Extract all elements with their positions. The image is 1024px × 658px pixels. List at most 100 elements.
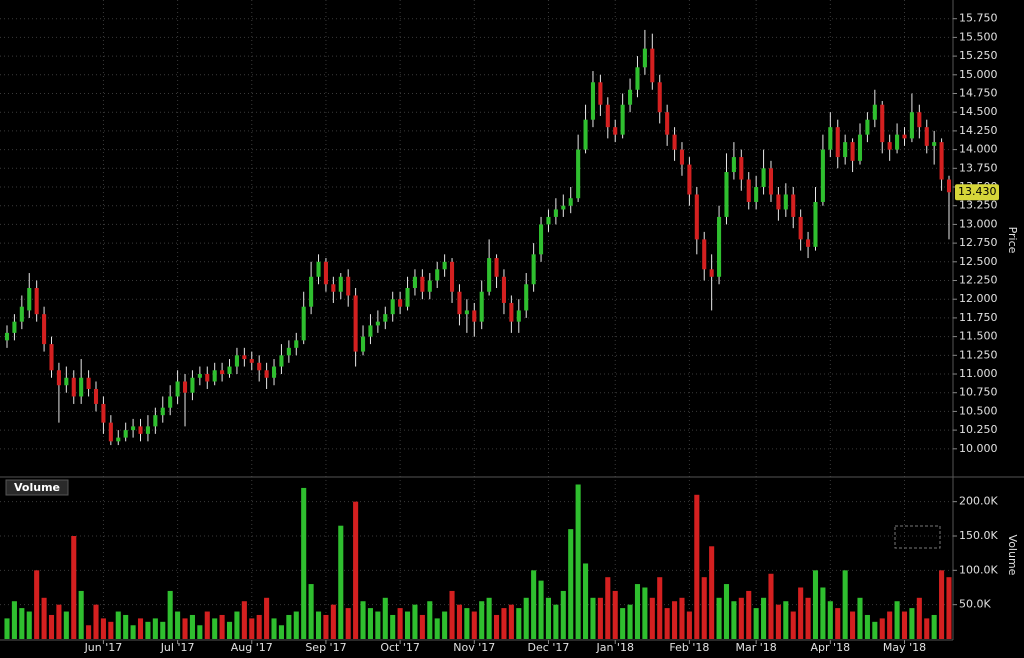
volume-bar	[701, 577, 707, 639]
candle-body	[694, 194, 699, 240]
candle-body	[175, 381, 180, 397]
candle-body	[872, 104, 877, 120]
volume-bar	[93, 604, 99, 639]
candle-body	[464, 310, 469, 315]
volume-bar	[686, 611, 692, 639]
volume-bar	[115, 611, 121, 639]
candle-body	[309, 276, 314, 307]
y-tick-label: 150.0K	[959, 529, 998, 542]
volume-bar	[812, 570, 819, 639]
volume-bar	[204, 611, 210, 639]
volume-bar	[931, 614, 937, 639]
volume-bar	[434, 618, 440, 639]
volume-bar	[479, 601, 485, 639]
y-tick-label: 11.750	[959, 311, 998, 324]
volume-bar	[175, 611, 181, 639]
volume-title: Volume	[14, 481, 60, 494]
volume-tab[interactable]	[5, 479, 69, 496]
candle-body	[917, 112, 922, 128]
y-tick-label: 13.750	[959, 161, 998, 174]
volume-bar	[382, 597, 388, 639]
volume-bar	[286, 614, 292, 639]
candle-body	[531, 254, 536, 285]
volume-bar	[471, 611, 477, 639]
volume-bar	[568, 529, 574, 639]
volume-bar	[909, 608, 915, 639]
volume-bar	[353, 501, 359, 639]
candle-body	[168, 396, 173, 408]
volume-bar	[63, 611, 69, 639]
candle-body	[546, 216, 551, 225]
volume-bar	[939, 570, 945, 639]
volume-bar	[56, 604, 62, 639]
candle-body	[4, 332, 10, 341]
selection-box[interactable]	[894, 525, 941, 549]
volume-bar	[887, 611, 893, 639]
candle-body	[620, 104, 625, 135]
volume-bar	[864, 614, 870, 639]
volume-bar	[315, 611, 322, 639]
candle-body	[412, 276, 417, 288]
y-tick-label: 11.500	[959, 330, 998, 343]
volume-bar	[464, 608, 470, 639]
x-tick-label: Feb '18	[669, 641, 709, 654]
candle-body	[939, 142, 944, 180]
volume-bar	[723, 584, 730, 639]
candle-body	[79, 377, 84, 397]
volume-bar	[820, 587, 826, 639]
volume-bar	[234, 611, 240, 639]
volume-bar	[872, 621, 878, 639]
price-axis-label: Price	[1006, 227, 1019, 254]
candle-body	[64, 377, 69, 386]
y-tick-label: 10.000	[959, 442, 998, 455]
candle-body	[798, 216, 803, 240]
candle-body	[34, 287, 39, 315]
candle-body	[368, 325, 373, 337]
volume-bar	[293, 611, 299, 639]
candle-body	[635, 67, 640, 90]
volume-bar	[360, 601, 366, 639]
volume-bar	[456, 604, 462, 639]
volume-bar	[590, 597, 596, 639]
candle-body	[220, 370, 225, 375]
candle-body	[271, 366, 277, 378]
candle-body	[761, 168, 766, 188]
y-tick-label: 13.250	[959, 199, 998, 212]
volume-bar	[494, 614, 500, 639]
volume-bar	[553, 604, 559, 639]
candle-body	[776, 194, 781, 210]
candle-body	[234, 355, 239, 367]
volume-bar	[86, 625, 92, 639]
y-tick-label: 12.250	[959, 274, 998, 287]
volume-bar	[330, 604, 336, 639]
volume-bar	[11, 601, 17, 639]
volume-bar	[709, 546, 715, 639]
volume-bar	[26, 611, 32, 639]
candle-body	[568, 198, 573, 206]
volume-bar	[783, 601, 789, 639]
volume-bar	[323, 614, 329, 639]
y-tick-label: 200.0K	[959, 495, 998, 508]
candle-body	[427, 280, 432, 292]
candle-body	[375, 321, 380, 326]
volume-bar	[152, 618, 158, 639]
volume-bar	[100, 618, 106, 639]
volume-bar	[501, 608, 507, 639]
volume-bar	[412, 604, 418, 639]
volume-bar	[271, 618, 277, 639]
volume-bar	[516, 608, 522, 639]
volume-bar	[842, 570, 848, 639]
candle-body	[457, 291, 462, 315]
candle-body	[553, 209, 558, 217]
candle-body	[27, 287, 32, 311]
volume-bar	[189, 614, 195, 639]
candle-body	[598, 82, 603, 105]
candle-body	[746, 179, 751, 202]
candle-body	[895, 134, 900, 150]
volume-bar	[71, 535, 77, 639]
last-price-label: 13.430	[958, 185, 997, 198]
y-tick-label: 14.000	[959, 143, 998, 156]
candle-body	[435, 269, 440, 281]
candle-body	[672, 134, 677, 150]
candle-body	[442, 261, 447, 270]
